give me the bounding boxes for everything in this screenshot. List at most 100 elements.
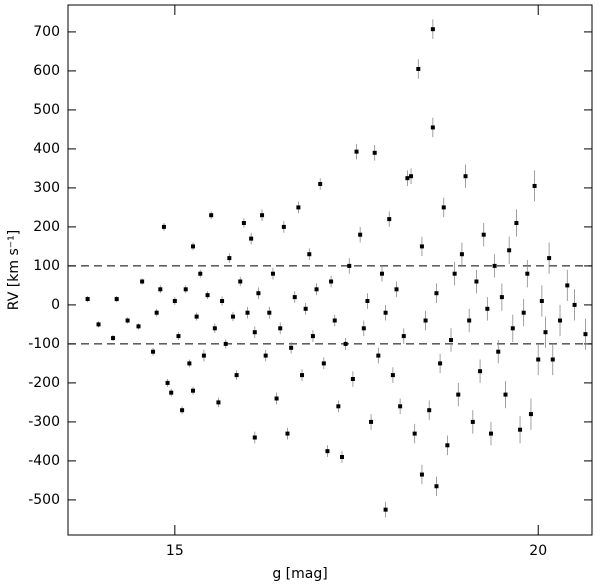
data-point [85,297,90,302]
data-point [423,318,428,323]
data-point [441,205,446,210]
data-point [499,295,504,300]
data-point [336,404,341,409]
data-point [449,338,454,343]
data-point [332,318,337,323]
y-tick-label: 500 [33,102,60,118]
data-point [412,431,417,436]
data-point [260,213,265,218]
y-tick-label: 100 [33,258,60,274]
data-point [314,287,319,292]
data-point [492,263,497,268]
data-point [238,279,243,284]
data-point [96,322,101,327]
data-point [474,279,479,284]
data-point [252,435,257,440]
data-point [198,271,203,276]
data-point [539,299,544,304]
data-point [234,373,239,378]
data-point [434,291,439,296]
data-point [194,314,199,319]
data-point [227,256,232,261]
data-point [212,326,217,331]
data-point [274,396,279,401]
data-point [267,310,272,315]
data-point [183,287,188,292]
data-point [525,271,530,276]
data-point [230,314,235,319]
data-point [488,431,493,436]
data-point [398,404,403,409]
data-point [201,353,206,358]
data-point [565,283,570,288]
data-point [114,297,119,302]
data-point [361,326,366,331]
data-point [481,232,486,237]
data-point [354,149,359,154]
data-point [394,287,399,292]
data-point [521,310,526,315]
data-point [528,412,533,417]
data-point [543,330,548,335]
data-point [350,377,355,382]
data-point [503,392,508,397]
data-point [216,400,221,405]
data-point [180,408,185,413]
data-point [470,419,475,424]
data-point [416,66,421,71]
data-point [390,373,395,378]
data-point [263,353,268,358]
data-point [376,353,381,358]
y-tick-label: 600 [33,63,60,79]
data-point [558,318,563,323]
data-point [430,125,435,130]
data-point [379,271,384,276]
data-point [278,326,283,331]
x-axis-label: g [mag] [272,566,327,582]
data-point [125,318,130,323]
data-point [452,271,457,276]
data-point [136,324,141,329]
data-point [518,427,523,432]
data-point [430,27,435,32]
data-point [300,373,305,378]
data-point [270,271,275,276]
data-point [172,299,177,304]
data-point [161,224,166,229]
data-point [510,326,515,331]
data-point [427,408,432,413]
y-tick-label: 200 [33,219,60,235]
data-point [292,295,297,300]
y-tick-label: 700 [33,24,60,40]
data-point [536,357,541,362]
data-point [169,390,174,395]
data-point [463,174,468,179]
data-point [459,252,464,257]
data-point [111,336,116,341]
y-tick-label: 400 [33,141,60,157]
data-point [307,252,312,257]
y-tick-label: -200 [28,375,60,391]
data-point [187,361,192,366]
data-point [285,431,290,436]
data-point [176,334,181,339]
data-point [383,507,388,512]
data-point [478,369,483,374]
y-tick-label: -300 [28,414,60,430]
data-point [347,263,352,268]
data-point [205,293,210,298]
data-point [496,349,501,354]
data-point [165,380,170,385]
data-point [419,244,424,249]
plot-frame [67,4,593,536]
data-point [296,205,301,210]
data-point [303,306,308,311]
y-axis-label: RV [km s⁻¹] [6,230,22,310]
data-point [409,174,414,179]
data-point [387,217,392,222]
data-point [358,232,363,237]
y-tick-label: 0 [51,297,60,313]
data-point [532,183,537,188]
data-point [456,392,461,397]
